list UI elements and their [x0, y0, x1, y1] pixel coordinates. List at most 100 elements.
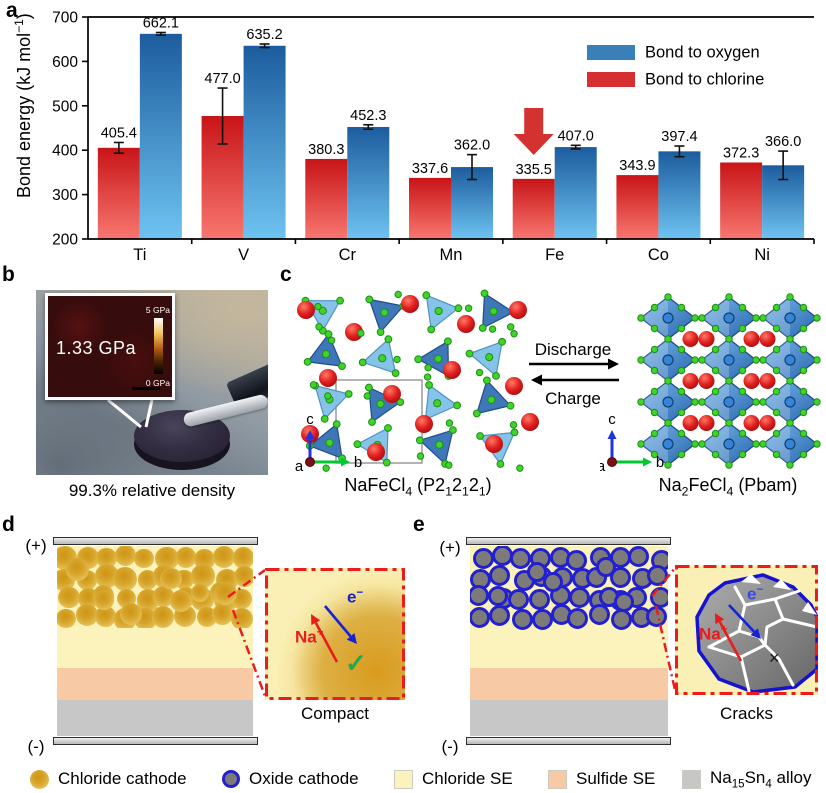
sulfide-se-swatch	[548, 769, 567, 789]
oxide-cathode-particle	[510, 548, 532, 570]
compact-caption: Compact	[300, 704, 370, 723]
oxide-cathode-particle	[628, 546, 650, 567]
bar-Ti-oxygen	[139, 33, 182, 239]
positive-electrode-label-d: (+)	[25, 536, 47, 555]
oxide-cathode-particle	[614, 591, 634, 612]
legend-item-chloride-se: Chloride SE	[394, 768, 513, 790]
value-label: 452.3	[350, 108, 386, 124]
bar-Fe-chlorine	[512, 178, 555, 239]
legend-item-alloy: Na15Sn4 alloy	[682, 768, 811, 790]
oxide-cathode-particle	[589, 604, 611, 625]
oxide-cathode-particle	[646, 565, 668, 587]
panel-letter-e: e	[413, 513, 425, 536]
x-tick-Cr: Cr	[339, 246, 357, 264]
svg-text:400: 400	[52, 143, 78, 160]
current-collector-bottom-d	[53, 737, 258, 745]
sulfide-se-layer-d	[57, 668, 253, 700]
chloride-cathode-particle	[113, 566, 138, 591]
colorbar-min-label: 0 GPa	[145, 378, 170, 388]
x-tick-Co: Co	[648, 246, 669, 264]
x-tick-Fe: Fe	[545, 246, 564, 264]
cross-mark: ×	[769, 648, 780, 668]
value-label: 380.3	[308, 142, 344, 158]
legend-label: Oxide cathode	[249, 769, 359, 788]
electron-label-e: e−	[747, 584, 764, 604]
modulus-map-inset: 1.33 GPa 5 GPa 0 GPa	[45, 293, 175, 400]
oxide-cathode-particle	[470, 606, 490, 628]
cracked-inset-graphics	[675, 565, 818, 695]
alloy-layer-d	[57, 700, 253, 736]
oxide-cathode-particle	[611, 609, 633, 630]
bar-V-oxygen	[243, 45, 286, 240]
highlight-arrow-fe	[513, 108, 554, 155]
check-mark: ✓	[345, 648, 367, 678]
chloride-cathode-particle	[95, 606, 116, 628]
chloride-cathode-particle	[58, 586, 81, 609]
discharge-charge-arrows	[529, 358, 619, 386]
x-tick-Ni: Ni	[754, 246, 770, 264]
panel-letter-a: a	[6, 0, 18, 22]
oxide-cathode-particle	[488, 565, 510, 587]
chloride-se-swatch	[394, 769, 413, 789]
panel-letter-d: d	[2, 513, 15, 536]
svg-text:b: b	[354, 454, 362, 471]
panel-letter-b: b	[2, 263, 15, 286]
sulfide-se-layer-e	[470, 668, 668, 700]
value-label: 343.9	[619, 158, 655, 174]
bar-Ti-chlorine	[97, 147, 140, 239]
bar-Co-chlorine	[616, 175, 659, 239]
positive-electrode-label-e: (+)	[439, 538, 461, 557]
legend-label: Na15Sn4 alloy	[710, 767, 812, 791]
oxide-cathode-particle	[512, 609, 534, 630]
value-label: 337.6	[412, 161, 448, 177]
chloride-cathode-particle	[232, 546, 253, 569]
oxide-cathode-bed	[470, 546, 668, 630]
na2fecl4-structure: c b a	[600, 293, 821, 475]
chloride-cathode-particle	[190, 564, 215, 589]
electron-label-d: e−	[347, 587, 364, 607]
chloride-cathode-particle	[137, 570, 158, 590]
chloride-cathode-particle	[153, 586, 174, 608]
current-collector-top-e	[466, 537, 671, 545]
svg-text:c: c	[306, 411, 314, 428]
oxide-cathode-particle	[566, 607, 588, 629]
panel-letter-c: c	[280, 263, 292, 286]
zoom-leader-lines-d	[227, 568, 267, 697]
modulus-colorbar	[154, 318, 163, 374]
bar-Ni-chlorine	[720, 162, 763, 239]
legend-item-sulfide-se: Sulfide SE	[548, 768, 655, 790]
value-label: 407.0	[558, 128, 594, 144]
legend-label: Chloride SE	[422, 769, 513, 788]
y-axis-label: Bond energy (kJ mol−1​)	[12, 13, 34, 198]
na2fecl4-formula: Na2FeCl4 (Pbam)	[658, 475, 798, 499]
pellet-photo: 1.33 GPa 5 GPa 0 GPa	[36, 290, 268, 475]
nafecl4-structure: c b a	[295, 289, 539, 475]
negative-electrode-label-d: (-)	[27, 737, 45, 756]
chloride-cathode-particle	[65, 557, 90, 582]
sodium-ion-label-d: Na+	[295, 627, 324, 647]
negative-electrode-label-e: (-)	[441, 737, 459, 756]
legend-label: Sulfide SE	[576, 769, 656, 788]
svg-text:200: 200	[52, 232, 78, 249]
chloride-cathode-particle	[155, 546, 179, 571]
oxide-cathode-particle	[596, 557, 617, 578]
svg-text:500: 500	[52, 98, 78, 115]
chloride-cathode-particle	[114, 546, 137, 567]
value-label: 662.1	[143, 15, 179, 31]
bar-Fe-oxygen	[554, 147, 597, 239]
chloride-cathode-particle	[170, 590, 193, 613]
value-label: 335.5	[516, 162, 552, 178]
value-label: 366.0	[765, 134, 801, 150]
chloride-cathode-particle	[76, 604, 98, 626]
x-tick-V: V	[238, 246, 249, 264]
bond-energy-bar-chart: 405.4 662.1 477.0 635.2 380.3 452.3 337.6 362.0…	[12, 10, 815, 264]
chloride-cathode-particle	[95, 563, 119, 588]
chloride-cathode-particle	[134, 548, 154, 569]
chloride-cathode-swatch	[30, 769, 49, 789]
modulus-value: 1.33 GPa	[56, 338, 137, 358]
chloride-cathode-particle	[57, 608, 76, 628]
chloride-cathode-particle	[211, 604, 233, 626]
legend-item-chloride-cathode: Chloride cathode	[30, 768, 187, 790]
svg-text:600: 600	[52, 54, 78, 71]
